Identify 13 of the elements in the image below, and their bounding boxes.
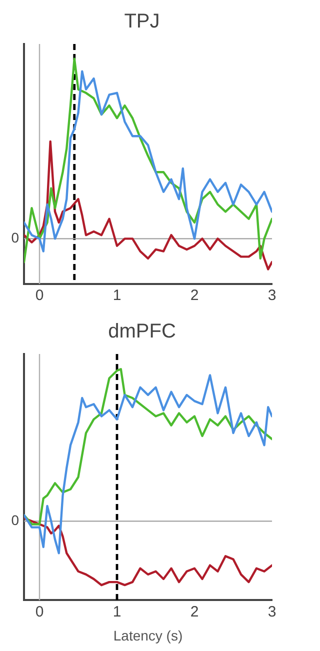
x-tick-label: 1 — [112, 287, 122, 304]
x-tick-label: 1 — [112, 603, 122, 620]
ref-line-label: 0 — [11, 512, 20, 528]
x-tick-label: 3 — [268, 603, 276, 620]
x-tick-label: 2 — [190, 603, 199, 620]
x-tick-label: 3 — [268, 287, 276, 304]
x-tick-label: 0 — [35, 603, 44, 620]
x-tick-label: 2 — [190, 287, 199, 304]
chart-title: TPJ — [124, 10, 160, 33]
ref-line-label: 0 — [11, 230, 20, 246]
x-tick-label: 0 — [35, 287, 44, 304]
x-axis-title: Latency (s) — [113, 627, 183, 644]
chart-title: dmPFC — [108, 320, 176, 343]
